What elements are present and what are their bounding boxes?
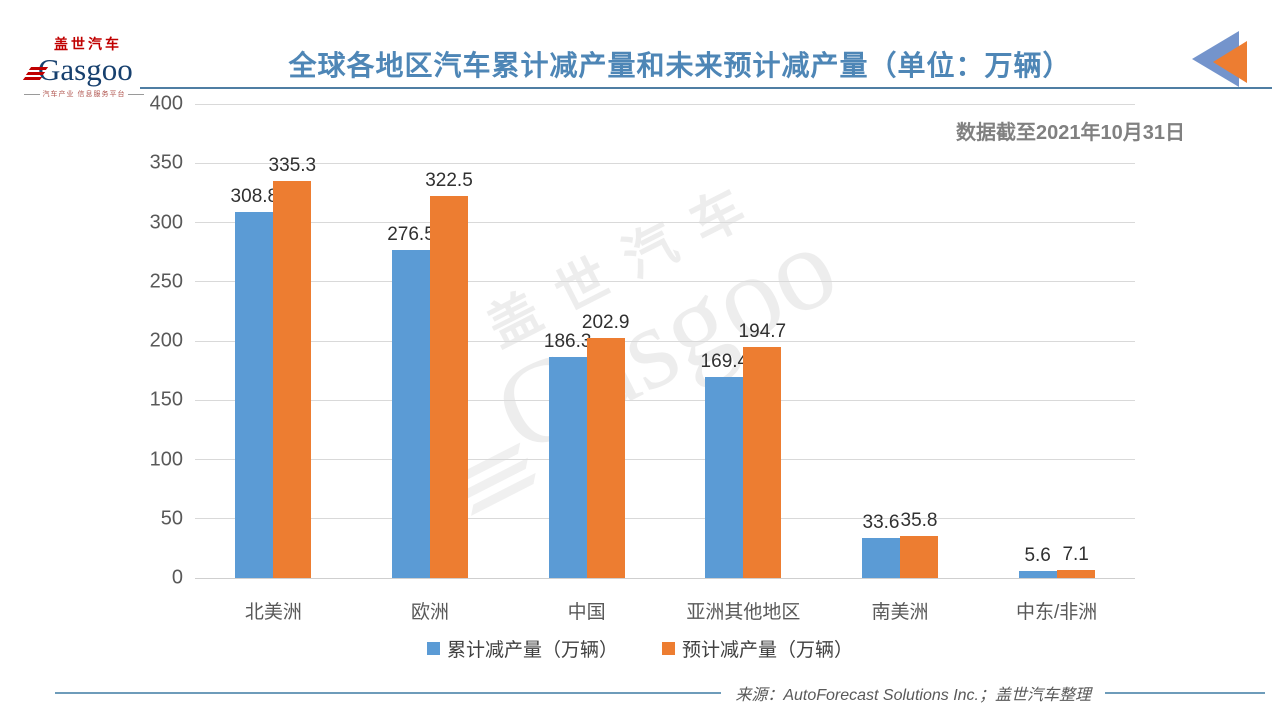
- brand-triangle-orange-icon: [1213, 41, 1247, 83]
- tagline-rule-right: [128, 93, 145, 95]
- logo-wordmark: Gasgoo: [22, 52, 144, 87]
- gridline-350: [195, 162, 1135, 164]
- plot-area: 308.8 335.3 276.5 322.5 186.3 202.9 169.4 194.7…: [195, 103, 1135, 579]
- x-category-label: 欧洲: [410, 602, 450, 623]
- legend-swatch: [662, 642, 675, 655]
- page-title: 全球各地区汽车累计减产量和未来预计减产量（单位：万辆）: [288, 50, 1072, 81]
- header-rule: [140, 87, 1272, 89]
- x-category-label: 南美洲: [871, 602, 929, 623]
- bar-series1-中国: 202.9: [582, 312, 629, 578]
- logo-english-name: Gasgoo: [38, 52, 133, 87]
- gridline-200: [195, 340, 1135, 342]
- x-category-label: 北美洲: [244, 602, 302, 623]
- bar-series0-中国: 186.3: [544, 331, 591, 578]
- logo-stripes-icon: [22, 65, 49, 80]
- source-footer: 来源：AutoForecast Solutions Inc.；盖世汽车整理: [55, 681, 1265, 705]
- gridline-150: [195, 399, 1135, 401]
- x-axis-labels: 北美洲 欧洲 中国 亚洲其他地区 南美洲 中东/非洲: [195, 597, 1135, 623]
- bar-series1-南美洲: 35.8: [900, 510, 938, 578]
- bar-value-label: 33.6: [862, 512, 900, 534]
- x-category-label: 中国: [567, 602, 606, 623]
- bar-value-label: 308.8: [230, 186, 279, 208]
- tagline-text: 汽车产业 信息服务平台: [42, 91, 126, 98]
- bar-series1-欧洲: 322.5: [425, 170, 473, 578]
- gridline-250: [195, 281, 1135, 283]
- legend-swatch: [426, 642, 440, 655]
- y-tick-label: 50: [160, 507, 183, 530]
- tagline-rule-left: [24, 93, 40, 95]
- data-cutoff-note: 数据截至2021年10月31日: [956, 122, 1185, 144]
- legend: 累计减产量（万辆） 预计减产量（万辆）: [0, 635, 1280, 662]
- bar-series1-亚洲其他地区: 194.7: [739, 321, 786, 578]
- legend-item-1: 预计减产量（万辆）: [662, 635, 853, 662]
- bar-value-label: 276.5: [387, 224, 435, 246]
- x-category-label: 中东/非洲: [1016, 602, 1098, 623]
- gridline-100: [195, 459, 1135, 460]
- y-axis-labels: 0 50 100 150 200 250 300 350 400: [95, 93, 183, 589]
- bar-series0-亚洲其他地区: 169.4: [701, 351, 748, 578]
- x-category-label: 亚洲其他地区: [686, 602, 801, 623]
- bar-series0-欧洲: 276.5: [387, 224, 435, 578]
- bar-series0-北美洲: 308.8: [231, 186, 278, 578]
- legend-item-0: 累计减产量（万辆）: [426, 635, 618, 662]
- y-tick-label: 100: [149, 448, 183, 470]
- bar-value-label: 5.6: [1024, 545, 1051, 567]
- gridline-300: [195, 222, 1135, 223]
- bar-series0-中东/非洲: 5.6: [1018, 545, 1057, 578]
- bar-value-label: 322.5: [425, 169, 473, 191]
- bar-value-label: 7.1: [1062, 543, 1089, 565]
- y-tick-label: 0: [171, 566, 183, 589]
- legend-label: 累计减产量（万辆）: [446, 640, 618, 661]
- gridline-50: [195, 518, 1135, 520]
- bar-series0-南美洲: 33.6: [862, 512, 900, 578]
- y-tick-label: 300: [149, 211, 183, 233]
- logo-chinese-name: 盖世汽车: [54, 36, 122, 52]
- y-tick-label: 200: [149, 329, 183, 352]
- bar-series1-北美洲: 335.3: [269, 155, 316, 578]
- bar-value-label: 202.9: [581, 311, 630, 333]
- logo-tagline: 汽车产业 信息服务平台: [24, 89, 145, 99]
- y-tick-label: 350: [149, 151, 183, 174]
- y-tick-label: 150: [149, 388, 183, 411]
- gridline-0: [195, 577, 1135, 579]
- bar-series1-中东/非洲: 7.1: [1056, 544, 1095, 578]
- gridline-400: [195, 103, 1135, 105]
- legend-label: 预计减产量（万辆）: [682, 640, 854, 661]
- y-tick-label: 250: [149, 270, 183, 293]
- bar-value-label: 169.4: [700, 351, 749, 373]
- footer-rule-right: [1105, 692, 1265, 694]
- y-tick-label: 400: [149, 92, 183, 115]
- footer-rule-left: [55, 692, 722, 694]
- bar-value-label: 335.3: [268, 154, 317, 176]
- bar-value-label: 194.7: [738, 321, 787, 343]
- source-text: 来源：AutoForecast Solutions Inc.；盖世汽车整理: [735, 687, 1091, 704]
- bar-value-label: 186.3: [543, 331, 592, 353]
- bar-value-label: 35.8: [900, 509, 938, 531]
- gasgoo-logo: 盖世汽车 Gasgoo 汽车产业 信息服务平台: [22, 34, 145, 99]
